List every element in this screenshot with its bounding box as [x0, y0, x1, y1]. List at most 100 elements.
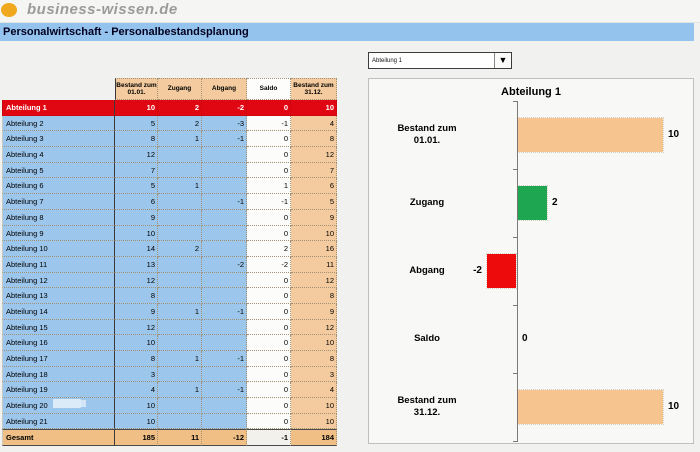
table-cell[interactable]: [202, 319, 247, 336]
row-label-cell[interactable]: Abteilung 13: [2, 288, 115, 304]
table-cell[interactable]: 1: [158, 382, 202, 399]
row-label-cell[interactable]: Abteilung 4: [2, 147, 115, 163]
table-cell[interactable]: 0: [247, 382, 291, 399]
table-cell[interactable]: -2: [202, 100, 247, 116]
table-cell[interactable]: 3: [291, 366, 337, 383]
table-cell[interactable]: 13: [115, 256, 158, 273]
table-cell[interactable]: 0: [247, 225, 291, 242]
table-cell[interactable]: 1: [158, 351, 202, 367]
table-cell[interactable]: [158, 194, 202, 210]
row-label-cell[interactable]: Abteilung 9: [2, 225, 115, 242]
table-cell[interactable]: 12: [291, 319, 337, 336]
table-cell[interactable]: 0: [247, 209, 291, 226]
table-cell[interactable]: 16: [291, 241, 337, 257]
table-cell[interactable]: 2: [158, 115, 202, 132]
row-label-cell[interactable]: Abteilung 19: [2, 382, 115, 399]
table-cell[interactable]: 9: [115, 303, 158, 320]
department-selector[interactable]: Abteilung 1 ▼: [368, 52, 512, 69]
table-cell[interactable]: -2: [202, 256, 247, 273]
table-cell[interactable]: [202, 366, 247, 383]
table-cell[interactable]: 0: [247, 319, 291, 336]
table-cell[interactable]: 2: [158, 241, 202, 257]
table-cell[interactable]: -1: [202, 303, 247, 320]
row-label-cell[interactable]: Abteilung 5: [2, 162, 115, 179]
table-cell[interactable]: 1: [158, 178, 202, 195]
table-cell[interactable]: -1: [202, 194, 247, 210]
table-cell[interactable]: 8: [291, 288, 337, 304]
table-cell[interactable]: [158, 288, 202, 304]
row-label-cell[interactable]: Abteilung 12: [2, 272, 115, 289]
table-cell[interactable]: 1: [158, 303, 202, 320]
table-cell[interactable]: 1: [247, 178, 291, 195]
table-cell[interactable]: -1: [202, 351, 247, 367]
table-cell[interactable]: 4: [291, 115, 337, 132]
table-cell[interactable]: 8: [291, 131, 337, 148]
table-cell[interactable]: 8: [291, 351, 337, 367]
column-header[interactable]: Saldo: [247, 78, 291, 100]
row-label-cell[interactable]: Abteilung 16: [2, 335, 115, 351]
table-cell[interactable]: [158, 335, 202, 351]
table-cell[interactable]: 0: [247, 398, 291, 414]
table-cell[interactable]: 10: [291, 225, 337, 242]
row-label-cell[interactable]: Abteilung 21: [2, 413, 115, 430]
total-cell[interactable]: 185: [115, 429, 158, 447]
table-cell[interactable]: 5: [115, 178, 158, 195]
table-cell[interactable]: 10: [291, 100, 337, 116]
row-label-cell[interactable]: Abteilung 6: [2, 178, 115, 195]
table-cell[interactable]: 8: [115, 351, 158, 367]
table-cell[interactable]: [202, 225, 247, 242]
table-cell[interactable]: 5: [115, 115, 158, 132]
row-label-cell[interactable]: Abteilung 18: [2, 366, 115, 383]
table-cell[interactable]: 10: [115, 225, 158, 242]
total-cell[interactable]: -12: [202, 429, 247, 447]
table-cell[interactable]: [158, 209, 202, 226]
table-cell[interactable]: 10: [115, 100, 158, 116]
table-cell[interactable]: 9: [291, 209, 337, 226]
table-cell[interactable]: 14: [115, 241, 158, 257]
table-cell[interactable]: [158, 398, 202, 414]
table-cell[interactable]: 12: [115, 272, 158, 289]
table-cell[interactable]: [202, 147, 247, 163]
table-cell[interactable]: 9: [291, 303, 337, 320]
table-cell[interactable]: 10: [115, 413, 158, 430]
table-cell[interactable]: [158, 225, 202, 242]
total-label-cell[interactable]: Gesamt: [2, 429, 115, 447]
row-label-cell[interactable]: Abteilung 1: [2, 100, 115, 116]
table-cell[interactable]: [158, 366, 202, 383]
table-cell[interactable]: 0: [247, 335, 291, 351]
table-cell[interactable]: [202, 398, 247, 414]
table-cell[interactable]: 7: [115, 162, 158, 179]
row-label-cell[interactable]: Abteilung 2: [2, 115, 115, 132]
table-cell[interactable]: 0: [247, 147, 291, 163]
table-cell[interactable]: [202, 241, 247, 257]
table-cell[interactable]: 0: [247, 413, 291, 430]
table-cell[interactable]: [202, 162, 247, 179]
table-cell[interactable]: [202, 272, 247, 289]
total-cell[interactable]: -1: [247, 429, 291, 447]
table-cell[interactable]: 4: [291, 382, 337, 399]
table-cell[interactable]: -1: [202, 131, 247, 148]
row-label-cell[interactable]: Abteilung 15: [2, 319, 115, 336]
table-cell[interactable]: 10: [115, 398, 158, 414]
table-cell[interactable]: [202, 413, 247, 430]
row-label-cell[interactable]: Abteilung 10: [2, 241, 115, 257]
table-cell[interactable]: 3: [115, 366, 158, 383]
column-header[interactable]: Bestand zum 31.12.: [291, 78, 337, 100]
table-cell[interactable]: 8: [115, 131, 158, 148]
table-cell[interactable]: 9: [115, 209, 158, 226]
table-cell[interactable]: [158, 272, 202, 289]
table-cell[interactable]: 0: [247, 131, 291, 148]
table-cell[interactable]: 10: [115, 335, 158, 351]
table-cell[interactable]: 0: [247, 351, 291, 367]
row-label-cell[interactable]: Abteilung 7: [2, 194, 115, 210]
table-cell[interactable]: -1: [202, 382, 247, 399]
table-cell[interactable]: [202, 335, 247, 351]
table-cell[interactable]: 0: [247, 100, 291, 116]
table-cell[interactable]: [158, 256, 202, 273]
table-cell[interactable]: 10: [291, 335, 337, 351]
table-cell[interactable]: 8: [115, 288, 158, 304]
table-cell[interactable]: 4: [115, 382, 158, 399]
row-label-cell[interactable]: Abteilung 8: [2, 209, 115, 226]
total-cell[interactable]: 11: [158, 429, 202, 447]
table-cell[interactable]: 12: [115, 147, 158, 163]
